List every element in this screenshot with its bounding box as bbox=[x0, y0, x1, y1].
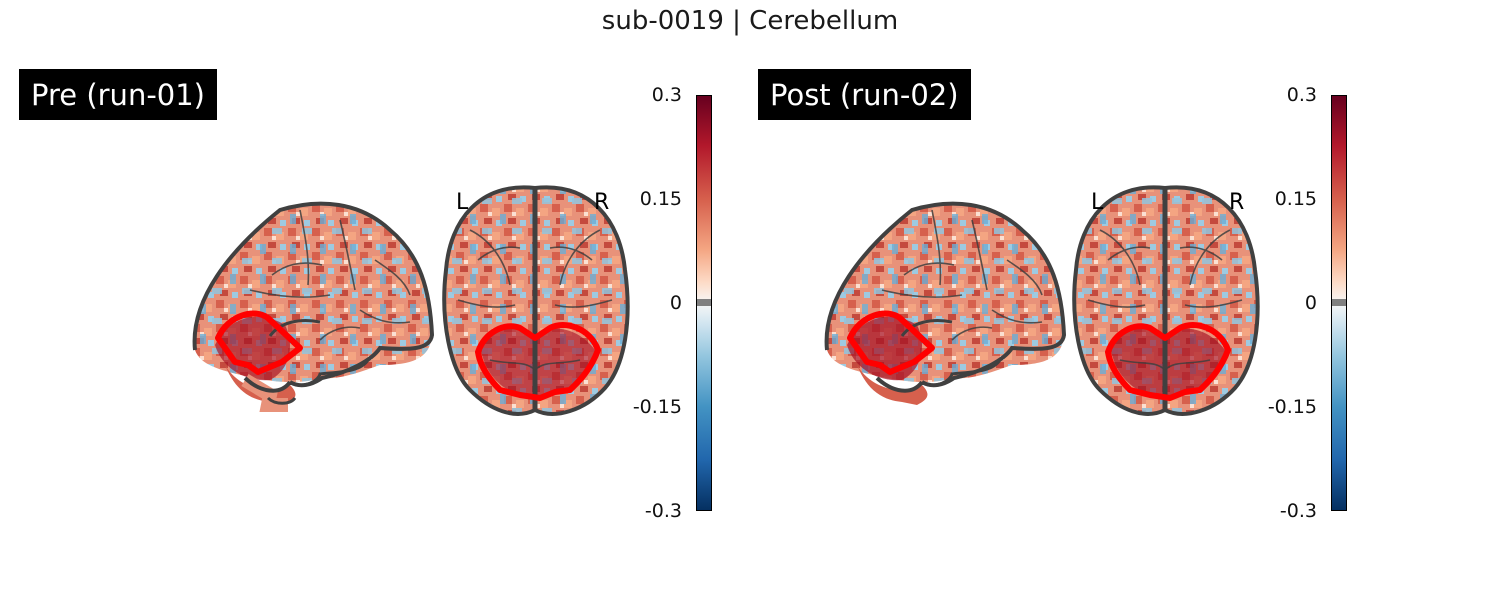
colorbar-zero-marker bbox=[697, 299, 711, 306]
colorbar bbox=[696, 95, 712, 511]
glass-brain-pre bbox=[192, 185, 630, 416]
orientation-right-label: R bbox=[594, 190, 610, 215]
colorbar-tick: 0.3 bbox=[651, 84, 682, 106]
colorbar-tick: 0.3 bbox=[1286, 84, 1317, 106]
glass-brain-post bbox=[824, 185, 1260, 416]
colorbar bbox=[1331, 95, 1347, 511]
colorbar-tick: -0.15 bbox=[632, 396, 682, 418]
orientation-left-label: L bbox=[1091, 190, 1104, 215]
axial-view bbox=[442, 185, 630, 416]
colorbar-tick: 0 bbox=[1304, 292, 1317, 314]
orientation-left-label: L bbox=[456, 190, 469, 215]
panel-post: Post (run-02) L R 0.3 0.15 bbox=[740, 60, 1460, 570]
figure-title: sub-0019 | Cerebellum bbox=[601, 6, 899, 36]
axial-view bbox=[1072, 185, 1260, 416]
colorbar-zero-marker bbox=[1332, 299, 1346, 306]
panel-pre: Pre (run-01) bbox=[0, 60, 720, 570]
colorbar-tick: 0.15 bbox=[1274, 188, 1317, 210]
panel-label: Pre (run-01) bbox=[19, 69, 217, 120]
orientation-right-label: R bbox=[1229, 190, 1245, 215]
sagittal-view bbox=[824, 201, 1067, 405]
colorbar-tick: 0.15 bbox=[639, 188, 682, 210]
sagittal-view bbox=[192, 201, 435, 412]
colorbar-tick: 0 bbox=[669, 292, 682, 314]
panel-label: Post (run-02) bbox=[758, 69, 971, 120]
colorbar-tick: -0.15 bbox=[1267, 396, 1317, 418]
colorbar-tick: -0.3 bbox=[1279, 500, 1317, 522]
colorbar-tick: -0.3 bbox=[644, 500, 682, 522]
